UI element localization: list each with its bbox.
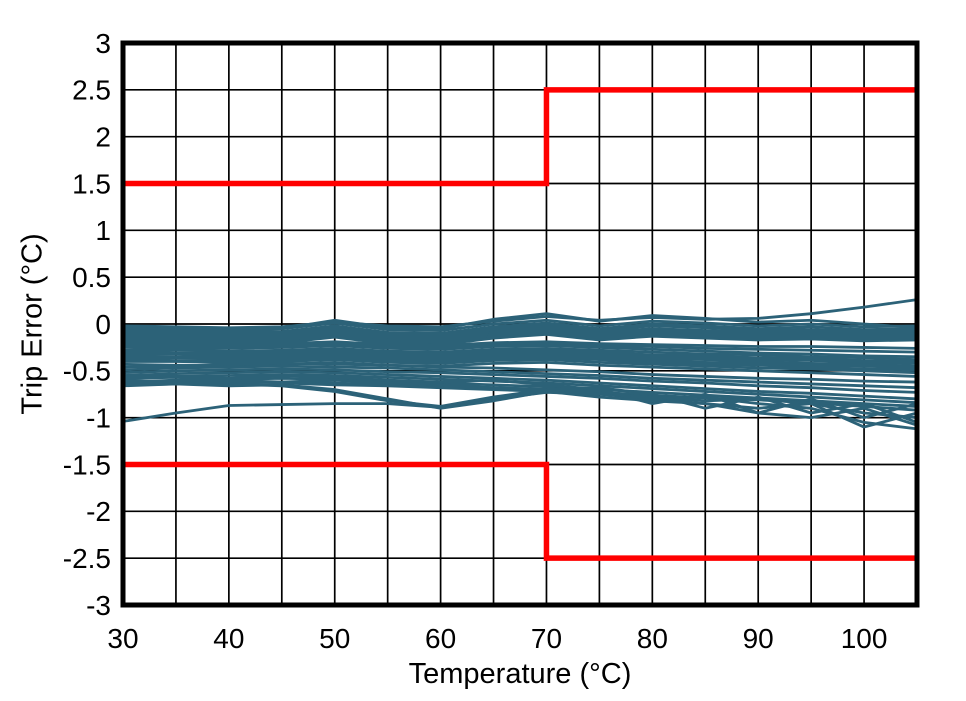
x-tick-label: 50 — [319, 623, 350, 654]
device-trace — [121, 340, 919, 350]
device-trace — [121, 356, 919, 372]
device-trace — [121, 325, 919, 339]
y-tick-label: 0 — [95, 309, 111, 340]
device-trace — [121, 364, 919, 390]
device-trace — [121, 361, 919, 384]
x-tick-label: 90 — [743, 623, 774, 654]
device-trace — [121, 344, 919, 359]
plot-border — [120, 40, 920, 608]
y-tick-label: 0.5 — [72, 262, 111, 293]
device-trace — [121, 358, 919, 375]
device-trace — [121, 298, 919, 330]
y-tick-label: -0.5 — [63, 356, 111, 387]
upper-limit-line — [123, 87, 917, 187]
x-tick-label: 100 — [841, 623, 888, 654]
y-tick-label: -1.5 — [63, 449, 111, 480]
y-tick-label: 1.5 — [72, 168, 111, 199]
x-tick-label: 30 — [107, 623, 138, 654]
device-trace — [121, 327, 919, 341]
device-trace — [121, 350, 919, 365]
device-trace — [121, 354, 919, 370]
y-tick-label: -3 — [86, 590, 111, 621]
device-trace — [121, 331, 919, 345]
x-axis-title: Temperature (°C) — [408, 658, 632, 690]
device-trace — [121, 321, 919, 335]
y-tick-label: -2 — [86, 496, 111, 527]
lower-limit-line — [123, 461, 917, 561]
device-trace — [121, 348, 919, 363]
y-axis-title: Trip Error (°C) — [16, 233, 49, 415]
y-tick-label: -2.5 — [63, 543, 111, 574]
device-trace — [121, 367, 919, 394]
device-trace — [121, 352, 919, 368]
x-tick-label: 70 — [531, 623, 562, 654]
y-tick-label: 2.5 — [72, 75, 111, 106]
device-trace — [121, 346, 919, 361]
x-tick-label: 40 — [213, 623, 244, 654]
x-tick-label: 80 — [637, 623, 668, 654]
device-trace — [121, 312, 919, 332]
y-tick-label: 2 — [95, 121, 111, 152]
device-trace — [121, 370, 919, 401]
y-tick-label: 3 — [95, 28, 111, 59]
device-trace — [121, 376, 919, 408]
x-tick-label: 60 — [425, 623, 456, 654]
device-trace — [121, 329, 919, 343]
y-tick-label: 1 — [95, 215, 111, 246]
device-trace — [121, 323, 919, 337]
device-trace — [121, 342, 919, 354]
device-trace — [121, 378, 919, 427]
y-tick-label: -1 — [86, 402, 111, 433]
